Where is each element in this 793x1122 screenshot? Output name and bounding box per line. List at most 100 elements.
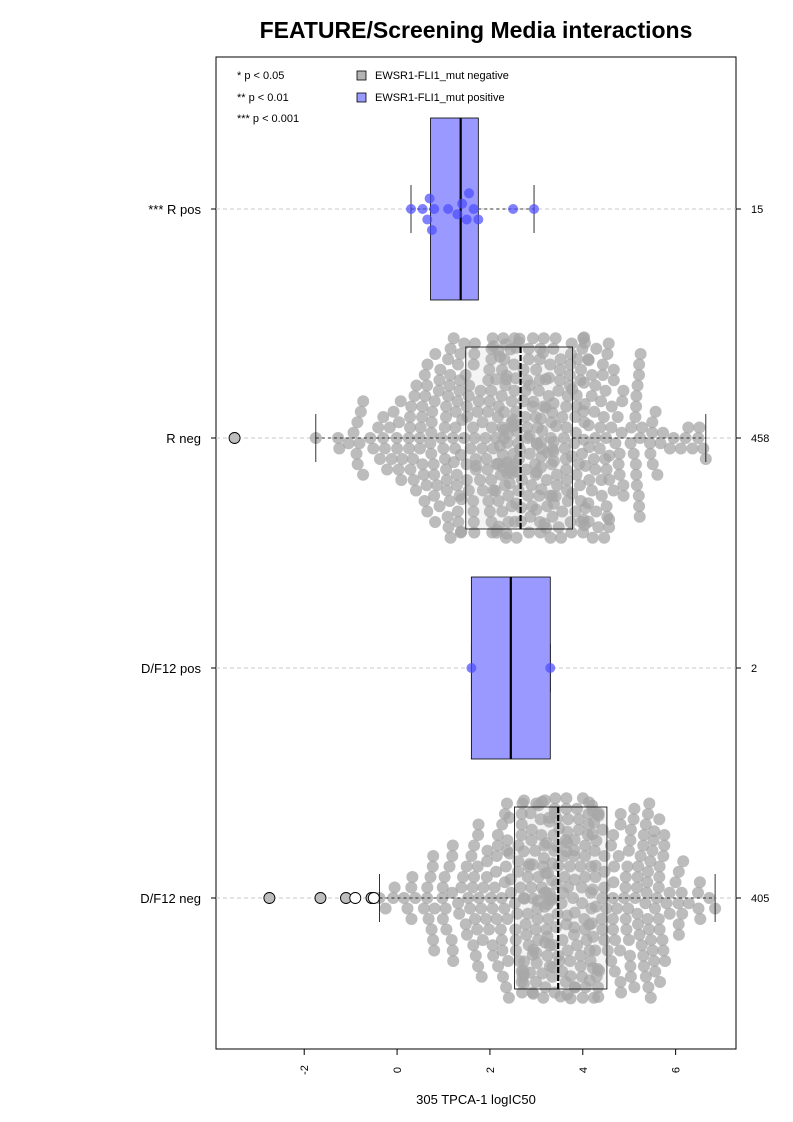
swarm-point — [624, 949, 636, 962]
swarm-point — [492, 494, 505, 507]
swarm-point — [630, 390, 643, 402]
box — [465, 346, 573, 530]
swarm-point — [504, 873, 517, 886]
swarm-point — [453, 907, 466, 920]
swarm-point — [428, 944, 441, 957]
swarm-point — [549, 792, 562, 805]
swarm-point — [622, 934, 635, 946]
swarm-point — [351, 458, 364, 471]
swarm-point — [377, 411, 390, 423]
swarm-point — [615, 426, 628, 439]
swarm-point — [525, 823, 538, 836]
box-plots — [228, 117, 716, 990]
swarm-point — [546, 406, 559, 419]
swarm-point — [648, 825, 661, 838]
swarm-point — [468, 839, 481, 852]
swarm-point — [499, 860, 512, 873]
swarm-point — [461, 214, 472, 225]
x-axis-label: 305 TPCA-1 logIC50 — [416, 1092, 536, 1107]
swarm-point — [636, 421, 648, 434]
swarm-point — [414, 442, 426, 455]
swarm-point — [480, 871, 493, 883]
swarm-point — [490, 373, 502, 386]
swarm-point — [582, 354, 595, 367]
swarm-point — [592, 981, 604, 994]
swarm-point — [551, 479, 564, 492]
swarm-point — [517, 845, 530, 858]
swarm-point — [396, 453, 409, 465]
swarm-point — [579, 839, 592, 852]
swarm-point — [564, 992, 577, 1005]
swarm-point — [540, 837, 553, 849]
swarm-point — [350, 447, 363, 460]
swarm-point — [601, 348, 614, 360]
swarm-point — [425, 923, 438, 936]
swarm-point — [551, 468, 563, 481]
swarm-point — [614, 944, 626, 957]
swarm-point — [428, 468, 441, 481]
swarm-point — [445, 934, 458, 946]
swarm-point — [644, 855, 657, 868]
swarm-point — [582, 419, 595, 432]
swarm-point — [550, 878, 563, 891]
swarm-point — [372, 421, 385, 434]
swarm-point — [420, 479, 433, 492]
swarm-point — [495, 390, 508, 402]
swarm-point — [540, 522, 553, 534]
swarm-point — [592, 807, 605, 820]
swarm-point — [454, 448, 467, 461]
swarm-point — [435, 432, 448, 444]
group-count: 458 — [751, 433, 769, 445]
legend: * p < 0.05 ** p < 0.01 *** p < 0.001 EWS… — [237, 70, 509, 125]
swarm-point — [502, 991, 515, 1004]
swarm-point — [596, 358, 609, 371]
swarm-point — [498, 406, 510, 418]
swarm-point — [556, 934, 569, 946]
swarm-point — [480, 913, 492, 925]
swarm-point — [468, 432, 481, 444]
swarm-point — [624, 437, 637, 450]
swarm-point — [590, 834, 603, 847]
legend-swatch-negative — [356, 70, 367, 81]
swarm-point — [596, 369, 609, 381]
swarm-point — [530, 363, 543, 376]
group-label: *** R pos — [148, 202, 201, 217]
swarm-point — [418, 495, 431, 507]
swarm-point — [417, 204, 428, 214]
swarm-point — [447, 955, 460, 967]
swarm-point — [442, 521, 455, 534]
swarm-point — [422, 214, 433, 225]
swarm-point — [694, 913, 707, 925]
swarm-point — [568, 833, 581, 846]
swarm-point — [519, 918, 532, 931]
swarm-point — [357, 395, 370, 408]
swarm-point — [632, 918, 644, 931]
swarm-point — [560, 400, 573, 413]
swarm-point — [562, 813, 574, 826]
swarm-point — [555, 531, 568, 544]
swarm-point — [631, 379, 644, 392]
swarm-point — [529, 204, 539, 214]
swarm-point — [605, 839, 617, 852]
swarm-point — [692, 886, 704, 899]
swarm-point — [509, 923, 522, 936]
swarm-point — [565, 337, 578, 350]
swarm-point — [514, 443, 526, 456]
swarm-point — [476, 934, 489, 946]
swarm-point — [654, 437, 667, 450]
swarm-point — [642, 981, 655, 994]
swarm-point — [536, 967, 549, 980]
swarm-point — [546, 970, 559, 983]
swarm-point — [444, 531, 457, 544]
swarm-point — [571, 939, 583, 952]
swarm-point — [653, 923, 666, 936]
swarm-point — [596, 923, 609, 936]
swarm-point — [474, 384, 487, 397]
swarm-point — [518, 955, 530, 968]
swarm-point — [619, 913, 632, 925]
swarm-point — [578, 337, 591, 349]
swarm-point — [631, 907, 644, 920]
swarm-point — [443, 495, 456, 507]
swarm-point — [354, 405, 367, 418]
swarm-point — [613, 447, 626, 460]
